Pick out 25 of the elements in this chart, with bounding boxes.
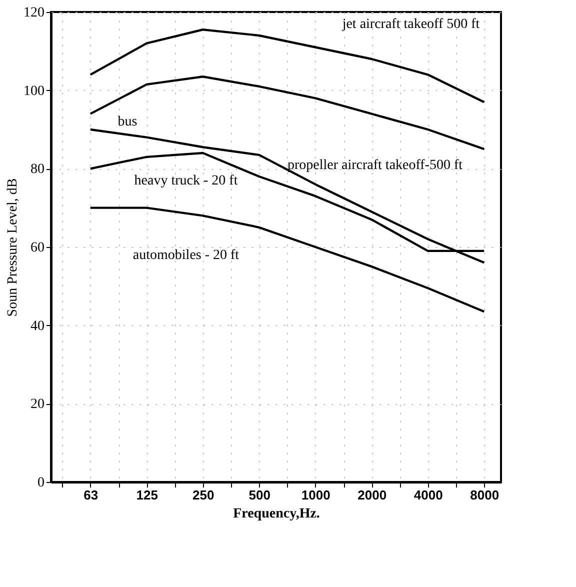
y-axis-title: Soun Pressure Level, dB: [6, 178, 20, 317]
annotation: bus: [118, 114, 138, 130]
y-tick-label: 80: [30, 162, 44, 178]
annotation: automobiles - 20 ft: [132, 248, 240, 263]
y-tick-label: 60: [30, 240, 44, 256]
x-tick-label: 2000: [358, 488, 387, 502]
y-tick-label: 20: [30, 397, 44, 412]
annotation: jet aircraft takeoff 500 ft: [341, 16, 480, 32]
x-tick-label: 8000: [470, 488, 500, 502]
line-series: [89, 206, 486, 313]
line-series: [89, 128, 486, 264]
line-series: [89, 76, 486, 150]
x-tick-label: 250: [192, 488, 214, 502]
y-tick-label: 40: [30, 318, 44, 334]
annotation: propeller aircraft takeoff-500 ft: [287, 158, 463, 173]
annotation: heavy truck - 20 ft: [134, 173, 238, 188]
x-tick-label: 125: [136, 488, 158, 502]
x-axis-title: Frequency,Hz.: [233, 506, 320, 522]
x-tick-label: 63: [84, 488, 98, 502]
x-tick-label: 500: [248, 488, 270, 502]
y-tick-label: 120: [24, 6, 44, 20]
x-tick-label: 4000: [414, 488, 443, 502]
y-tick-label: 0: [38, 476, 44, 490]
y-tick-label: 100: [24, 84, 44, 99]
x-tick-label: 1000: [301, 488, 330, 502]
